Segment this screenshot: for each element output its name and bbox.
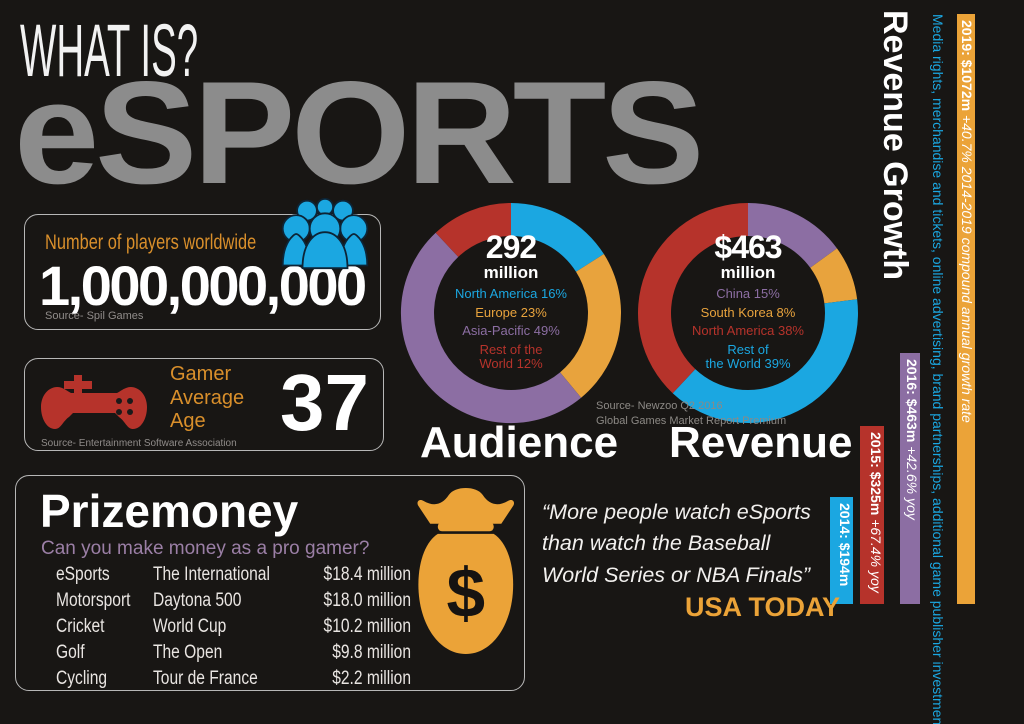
svg-text:$: $ <box>446 554 485 632</box>
